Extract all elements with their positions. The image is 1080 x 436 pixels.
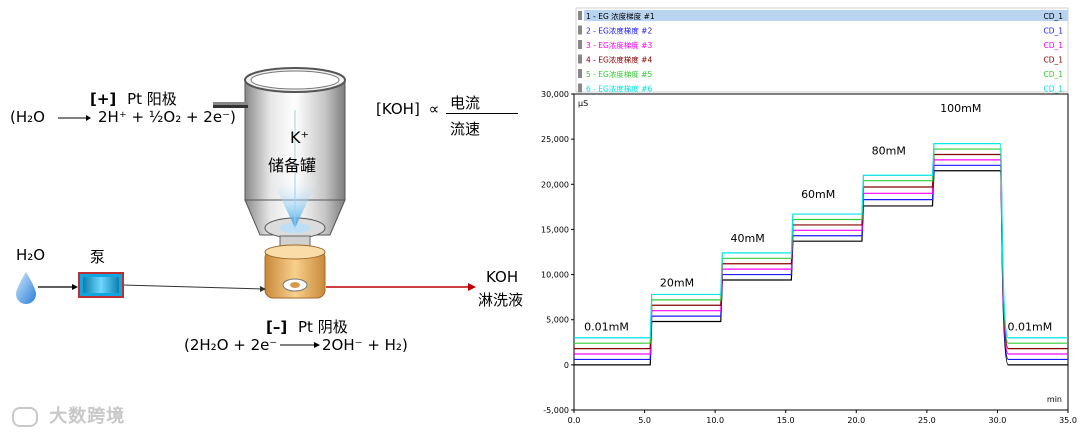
legend-selected-row xyxy=(584,10,1068,21)
series-line xyxy=(574,148,1068,344)
series-line xyxy=(574,153,1068,350)
anode-arrow xyxy=(58,115,91,121)
step-label: 60mM xyxy=(801,188,835,201)
output-koh: KOH xyxy=(486,268,519,286)
step-label: 80mM xyxy=(872,144,906,157)
y-tick-label: 0 xyxy=(564,361,569,370)
y-tick-label: 30,000 xyxy=(541,90,569,99)
y-tick-label: 10,000 xyxy=(541,271,569,280)
cathode-sign: [–] xyxy=(266,318,288,336)
cathode-reactants: (2H₂O + 2e⁻ xyxy=(184,336,278,354)
fraction-bar xyxy=(446,113,518,114)
x-tick-label: 30.0 xyxy=(989,416,1007,425)
legend-item-label: 2 - EG浓度梯度 #2 xyxy=(586,26,652,36)
legend-item-tag: CD_1 xyxy=(1043,85,1063,94)
plot-frame xyxy=(573,93,1069,411)
anode-sign: [+] xyxy=(90,90,117,108)
koh-formula-denominator: 流速 xyxy=(450,120,481,138)
proportional-symbol: ∝ xyxy=(428,100,440,118)
koh-formula-numerator: 电流 xyxy=(450,94,481,112)
legend-item-icon xyxy=(578,83,582,93)
step-label: 0.01mM xyxy=(1008,321,1053,334)
legend-item-icon xyxy=(578,25,582,35)
x-tick-label: 15.0 xyxy=(777,416,795,425)
legend-item-label: 5 - EG浓度梯度 #5 xyxy=(586,69,652,79)
anode-label: [+] Pt 阳极 xyxy=(90,90,177,108)
y-tick-label: 15,000 xyxy=(541,225,569,234)
x-unit-label: min xyxy=(1047,395,1062,404)
koh-formula-lhs: [KOH] ∝ xyxy=(376,100,440,118)
x-tick-label: 10.0 xyxy=(706,416,724,425)
step-label: 40mM xyxy=(731,232,765,245)
legend-item-tag: CD_1 xyxy=(1043,70,1063,79)
y-tick-label: 5,000 xyxy=(546,316,569,325)
output-eluent: 淋洗液 xyxy=(478,291,524,309)
y-tick-label: 25,000 xyxy=(541,135,569,144)
watermark-logo-icon xyxy=(12,407,38,427)
legend-item-label: 1 - EG 浓度梯度 #1 xyxy=(586,11,655,21)
legend-item-label: 6 - EG浓度梯度 #6 xyxy=(586,84,652,94)
cathode-products: 2OH⁻ + H₂) xyxy=(322,336,408,354)
y-tick-label: -5,000 xyxy=(543,406,569,415)
cathode-label: [–] Pt 阴极 xyxy=(266,318,348,336)
legend-item-tag: CD_1 xyxy=(1043,27,1063,36)
legend-item-tag: CD_1 xyxy=(1043,56,1063,65)
series-line xyxy=(574,143,1068,339)
y-tick-label: 20,000 xyxy=(541,180,569,189)
x-tick-label: 0.0 xyxy=(568,416,581,425)
step-label: 100mM xyxy=(940,102,981,115)
conductivity-chart: 1 - EG 浓度梯度 #1 CD_1 2 - EG浓度梯度 #2 CD_1 3 - E… xyxy=(541,7,1077,425)
legend-item-label: 3 - EG浓度梯度 #3 xyxy=(586,40,652,50)
watermark: 大数跨境 xyxy=(12,402,125,428)
x-tick-label: 20.0 xyxy=(847,416,865,425)
water-drop-icon xyxy=(16,272,36,304)
step-label: 20mM xyxy=(660,276,694,289)
legend-item-icon xyxy=(578,11,582,20)
anode-reactant: (H₂O xyxy=(10,108,45,126)
legend-item-tag: CD_1 xyxy=(1043,41,1063,50)
y-unit-label: µS xyxy=(578,99,588,108)
reservoir-label: 储备罐 xyxy=(268,156,317,175)
legend-item-icon xyxy=(578,54,582,64)
legend-item-icon xyxy=(578,40,582,49)
reservoir-drawing xyxy=(213,67,346,299)
legend-item-label: 4 - EG浓度梯度 #4 xyxy=(586,55,652,65)
x-tick-label: 5.0 xyxy=(638,416,651,425)
legend-panel xyxy=(575,7,1069,93)
anode-products: 2H⁺ + ½O₂ + 2e⁻) xyxy=(98,108,236,126)
water-label: H₂O xyxy=(16,246,46,264)
step-label: 0.01mM xyxy=(584,321,629,334)
reservoir-ion: K⁺ xyxy=(290,128,309,147)
x-tick-label: 25.0 xyxy=(918,416,936,425)
legend-item-icon xyxy=(578,69,582,78)
pump-box xyxy=(78,272,124,298)
x-tick-label: 35.0 xyxy=(1059,416,1077,425)
legend-item-tag: CD_1 xyxy=(1043,12,1063,21)
pump-label: 泵 xyxy=(90,248,106,266)
flow-arrows xyxy=(38,283,476,348)
